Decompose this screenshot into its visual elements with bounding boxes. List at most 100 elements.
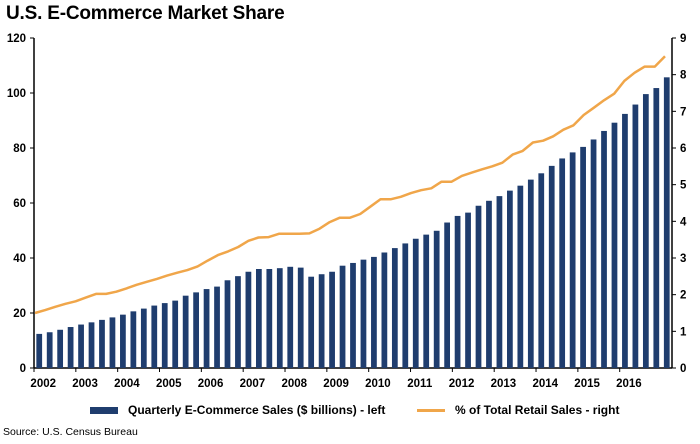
bar-quarterly-sales: [642, 94, 649, 368]
x-tick-label: 2006: [198, 378, 224, 390]
bar-quarterly-sales: [538, 173, 545, 368]
bar-quarterly-sales: [78, 324, 84, 368]
x-tick-label: 2014: [532, 378, 558, 390]
bar-quarterly-sales: [308, 276, 315, 368]
bar-quarterly-sales: [569, 152, 576, 368]
bar-quarterly-sales: [193, 292, 199, 368]
bar-quarterly-sales: [507, 190, 513, 368]
axes-layer: 0 20 40 60 80 100 120 0 1 2 3 4 5 6 7 8 9 2002 2003 2004 200…: [7, 33, 687, 390]
x-tick-label: 2008: [281, 378, 307, 390]
y-right-tick-label: 8: [680, 70, 687, 82]
x-tick-label: 2002: [30, 378, 56, 390]
bar-quarterly-sales: [350, 262, 356, 368]
legend-swatch-line: [417, 408, 445, 412]
bar-quarterly-sales: [611, 122, 618, 368]
bar-quarterly-sales: [454, 215, 461, 368]
bar-quarterly-sales: [360, 259, 367, 368]
x-tick-label: 2005: [156, 378, 182, 390]
bar-quarterly-sales: [402, 243, 409, 368]
bar-quarterly-sales: [486, 200, 492, 368]
bar-quarterly-sales: [339, 265, 346, 368]
bar-quarterly-sales: [663, 77, 670, 368]
bar-quarterly-sales: [423, 234, 430, 368]
y-right-tick-label: 9: [680, 33, 686, 45]
bar-quarterly-sales: [496, 196, 503, 368]
y-right-tick-label: 6: [680, 143, 686, 155]
bar-quarterly-sales: [245, 271, 252, 368]
bar-quarterly-sales: [475, 205, 482, 368]
y-left-tick-label: 60: [13, 198, 26, 210]
bar-quarterly-sales: [318, 274, 325, 368]
x-tick-label: 2011: [407, 378, 433, 390]
legend-label-share: % of Total Retail Sales - right: [455, 403, 620, 417]
y-left-tick-label: 100: [7, 88, 26, 100]
bar-quarterly-sales: [99, 319, 105, 368]
bar-quarterly-sales: [224, 280, 231, 368]
bar-quarterly-sales: [329, 271, 335, 368]
bar-quarterly-sales: [182, 295, 189, 368]
y-left-tick-label: 40: [13, 253, 26, 265]
bar-quarterly-sales: [67, 327, 74, 368]
x-tick-label: 2003: [72, 378, 98, 390]
bar-quarterly-sales: [444, 222, 451, 368]
y-left-tick-label: 0: [20, 363, 26, 375]
x-tick-label: 2012: [449, 378, 475, 390]
line-layer: [34, 55, 666, 315]
bar-quarterly-sales: [120, 314, 126, 368]
y-right-tick-label: 7: [680, 106, 686, 118]
bar-quarterly-sales: [36, 333, 43, 368]
y-right-tick-label: 2: [680, 290, 686, 302]
y-right-tick-label: 1: [680, 326, 687, 338]
x-tick-label: 2016: [616, 378, 642, 390]
bar-quarterly-sales: [161, 303, 168, 368]
legend-swatch-bars: [90, 406, 118, 414]
x-tick-label: 2007: [240, 378, 266, 390]
bar-quarterly-sales: [653, 88, 660, 369]
x-tick-label: 2004: [114, 378, 140, 390]
y-right-tick-label: 5: [680, 180, 687, 192]
x-tick-label: 2010: [365, 378, 391, 390]
y-left-tick-label: 20: [13, 308, 26, 320]
bar-quarterly-sales: [412, 238, 419, 368]
legend: Quarterly E-Commerce Sales ($ billions) …: [0, 403, 700, 419]
bar-quarterly-sales: [109, 317, 116, 368]
y-right-tick-label: 4: [680, 216, 687, 228]
bar-quarterly-sales: [465, 212, 471, 368]
bar-quarterly-sales: [590, 139, 597, 368]
bar-quarterly-sales: [297, 267, 304, 368]
bar-quarterly-sales: [622, 113, 628, 369]
bar-quarterly-sales: [381, 252, 388, 368]
bar-quarterly-sales: [580, 146, 586, 368]
x-tick-label: 2009: [323, 378, 349, 390]
y-right-tick-label: 0: [680, 363, 686, 375]
bar-quarterly-sales: [433, 230, 440, 368]
bar-quarterly-sales: [527, 179, 534, 368]
bar-quarterly-sales: [130, 311, 137, 368]
bar-quarterly-sales: [255, 269, 262, 368]
legend-item-share: % of Total Retail Sales - right: [417, 403, 619, 417]
bar-quarterly-sales: [517, 185, 524, 368]
bar-quarterly-sales: [214, 286, 220, 368]
bar-quarterly-sales: [57, 329, 64, 368]
bar-quarterly-sales: [235, 276, 241, 368]
bar-quarterly-sales: [287, 266, 294, 368]
legend-label-sales: Quarterly E-Commerce Sales ($ billions) …: [128, 403, 386, 417]
bar-quarterly-sales: [559, 158, 566, 368]
bar-quarterly-sales: [601, 130, 607, 368]
bar-quarterly-sales: [391, 248, 398, 368]
bar-quarterly-sales: [88, 322, 95, 368]
source-note: Source: U.S. Census Bureau: [3, 426, 138, 438]
legend-item-sales: Quarterly E-Commerce Sales ($ billions) …: [90, 403, 385, 417]
bar-quarterly-sales: [266, 269, 273, 368]
bar-quarterly-sales: [371, 256, 377, 368]
bar-quarterly-sales: [140, 308, 147, 368]
x-tick-label: 2015: [574, 378, 600, 390]
bars-layer: [36, 77, 670, 369]
chart-plot: 0 20 40 60 80 100 120 0 1 2 3 4 5 6 7 8 9 2002 2003 2004 200…: [7, 33, 687, 390]
y-left-tick-label: 120: [7, 33, 26, 45]
bar-quarterly-sales: [548, 165, 555, 368]
y-left-tick-label: 80: [13, 143, 26, 155]
bar-quarterly-sales: [151, 305, 158, 368]
x-tick-label: 2013: [491, 378, 517, 390]
bar-quarterly-sales: [276, 268, 283, 368]
